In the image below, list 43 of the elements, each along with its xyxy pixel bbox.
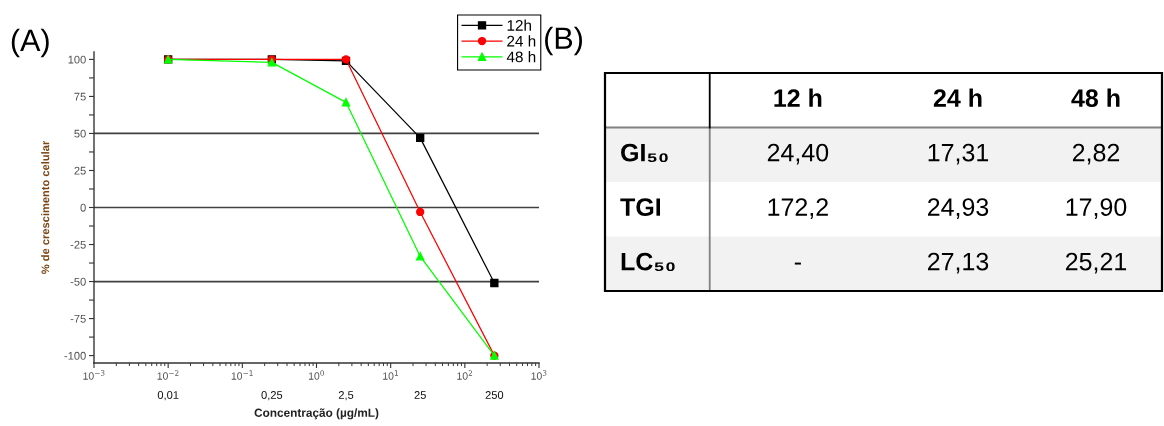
y-tick-label: 25 xyxy=(74,166,86,175)
y-tick-label: -100 xyxy=(64,351,86,360)
category-label: 24 h xyxy=(933,88,982,107)
y-tick-label: -25 xyxy=(70,240,86,249)
chart-title: (A) xyxy=(11,28,49,58)
y-tick-label: 100 xyxy=(68,55,86,64)
x-tick-label: 10$^{0}$ xyxy=(308,370,325,380)
y-tick-label: 75 xyxy=(74,92,86,101)
text: (B) xyxy=(545,26,583,56)
y-tick-label: 50 xyxy=(74,129,86,138)
text: 17,31 xyxy=(928,143,989,165)
text: 250 xyxy=(485,391,504,399)
text: 0,25 xyxy=(261,391,283,401)
text: 27,13 xyxy=(927,252,989,274)
category-label: LC₅₀ xyxy=(621,252,675,272)
text: 24,93 xyxy=(927,198,989,219)
text: 2,5 xyxy=(338,391,354,401)
text: 2,82 xyxy=(1072,143,1120,165)
text: 0,01 xyxy=(157,391,179,401)
category-label: 12 h xyxy=(774,88,822,107)
legend-label: 48 h xyxy=(506,51,536,63)
x-tick-label: 10$^{3}$ xyxy=(531,370,547,380)
text: 172,2 xyxy=(768,198,828,219)
x-axis-title: Concentração (µg/mL) xyxy=(254,408,379,420)
text: 25 xyxy=(414,391,426,399)
text: 24,40 xyxy=(767,143,829,165)
y-tick-label: -50 xyxy=(70,277,86,286)
x-tick-label: 10$^{−2}$ xyxy=(157,370,179,380)
x-tick-label: 10$^{−1}$ xyxy=(231,370,253,380)
category-label: GI₅₀ xyxy=(621,143,668,163)
legend-label: 24 h xyxy=(507,35,536,47)
category-label: TGI xyxy=(620,198,661,216)
text: 25,21 xyxy=(1065,252,1127,274)
x-tick-label: 10$^{2}$ xyxy=(457,370,473,380)
y-axis-title: % de crescimento celular xyxy=(41,140,50,274)
y-tick-label: -75 xyxy=(70,314,86,323)
y-tick-label: 0 xyxy=(80,203,86,212)
text: - xyxy=(794,262,801,265)
category-label: 48 h xyxy=(1071,88,1120,107)
x-tick-label: 10$^{1}$ xyxy=(383,370,398,380)
text: 17,90 xyxy=(1066,198,1127,219)
x-tick-label: 10$^{−3}$ xyxy=(83,370,105,380)
legend-label: 12h xyxy=(507,19,531,31)
